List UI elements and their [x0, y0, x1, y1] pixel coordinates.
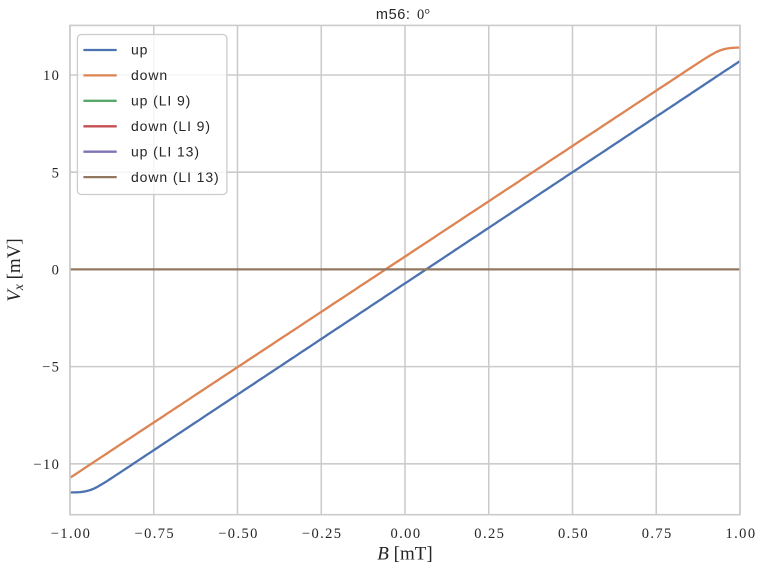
- svg-text:−5: −5: [42, 360, 60, 376]
- svg-text:B [mT]: B [mT]: [377, 544, 432, 565]
- svg-text:−0.50: −0.50: [218, 526, 259, 542]
- svg-text:10: 10: [43, 68, 60, 84]
- svg-text:Vx [mV]: Vx [mV]: [4, 238, 26, 302]
- svg-text:0.00: 0.00: [391, 526, 422, 542]
- svg-text:up (LI 9): up (LI 9): [131, 93, 191, 109]
- svg-text:0.25: 0.25: [474, 526, 505, 542]
- svg-text:down: down: [131, 67, 168, 83]
- svg-text:0.50: 0.50: [558, 526, 589, 542]
- svg-text:0.75: 0.75: [642, 526, 673, 542]
- svg-text:−1.00: −1.00: [51, 526, 92, 542]
- svg-text:−0.75: −0.75: [135, 526, 176, 542]
- svg-text:down (LI 13): down (LI 13): [131, 169, 220, 185]
- svg-text:−10: −10: [33, 457, 60, 473]
- svg-text:down (LI 9): down (LI 9): [131, 118, 211, 134]
- svg-text:−0.25: −0.25: [302, 526, 343, 542]
- svg-text:5: 5: [52, 165, 61, 181]
- svg-text:0°: 0°: [417, 7, 430, 23]
- svg-text:m56:: m56:: [376, 7, 411, 23]
- svg-text:1.00: 1.00: [726, 526, 757, 542]
- svg-text:up (LI 13): up (LI 13): [131, 143, 200, 159]
- svg-text:0: 0: [52, 263, 61, 279]
- svg-text:up: up: [131, 42, 148, 58]
